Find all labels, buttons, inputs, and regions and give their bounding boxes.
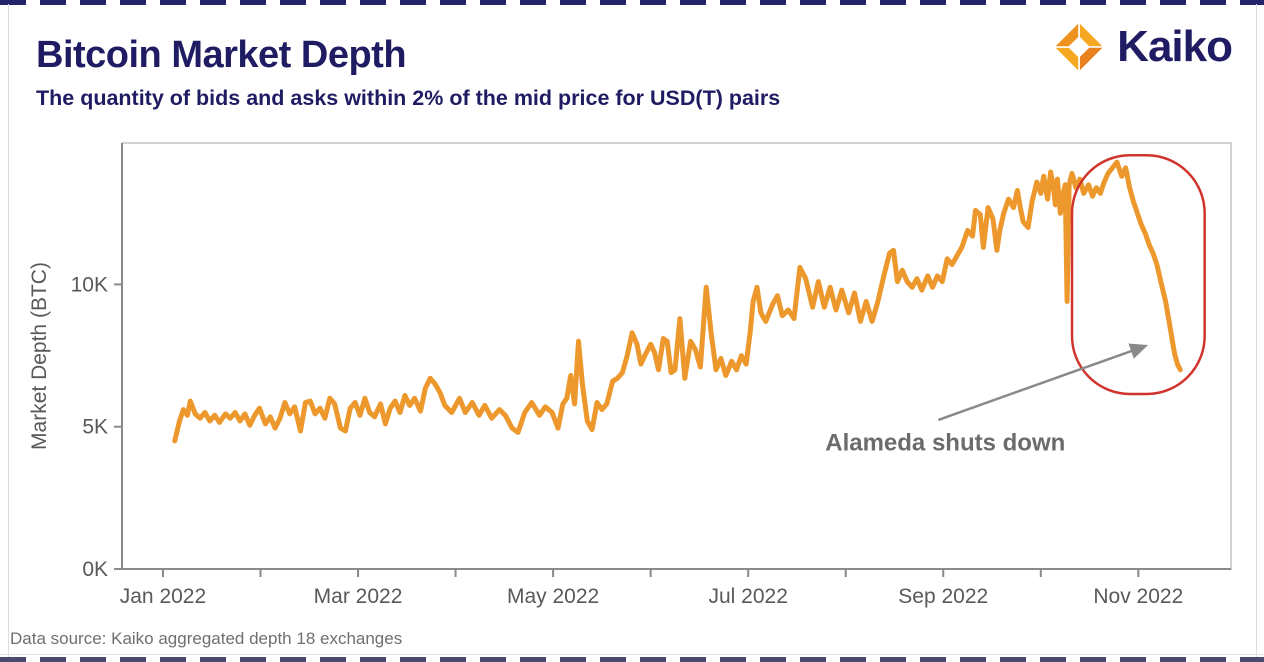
x-tick-label: Jan 2022 <box>120 585 206 608</box>
highlight-circle <box>1070 153 1206 396</box>
footer-divider <box>0 654 1264 655</box>
y-tick-label: 0K <box>82 558 108 581</box>
x-tick-label: Mar 2022 <box>314 585 403 608</box>
y-tick-label: 5K <box>82 416 108 439</box>
annotation-arrow-line <box>937 347 1140 422</box>
market-depth-line <box>172 159 1183 444</box>
x-tick-label: Nov 2022 <box>1093 585 1183 608</box>
kaiko-logo-icon <box>1052 20 1107 74</box>
annotation-label: Alameda shuts down <box>825 430 1065 457</box>
annotation-arrowhead <box>1128 343 1149 359</box>
y-axis-title: Market Depth (BTC) <box>28 262 51 450</box>
y-tick-label: 10K <box>71 273 108 296</box>
page-subtitle: The quantity of bids and asks within 2% … <box>36 86 781 110</box>
data-source-note: Data source: Kaiko aggregated depth 18 e… <box>10 629 403 648</box>
page-title: Bitcoin Market Depth <box>36 34 407 76</box>
top-dashed-border <box>0 0 1264 5</box>
bottom-dashed-border <box>0 657 1264 662</box>
chart-header: Bitcoin Market Depth The quantity of bid… <box>36 34 780 111</box>
kaiko-logo-text: Kaiko <box>1117 22 1233 71</box>
x-tick-label: May 2022 <box>507 585 599 608</box>
x-tick-label: Sep 2022 <box>898 585 988 608</box>
kaiko-logo: Kaiko <box>1052 20 1233 74</box>
x-tick-label: Jul 2022 <box>708 585 787 608</box>
